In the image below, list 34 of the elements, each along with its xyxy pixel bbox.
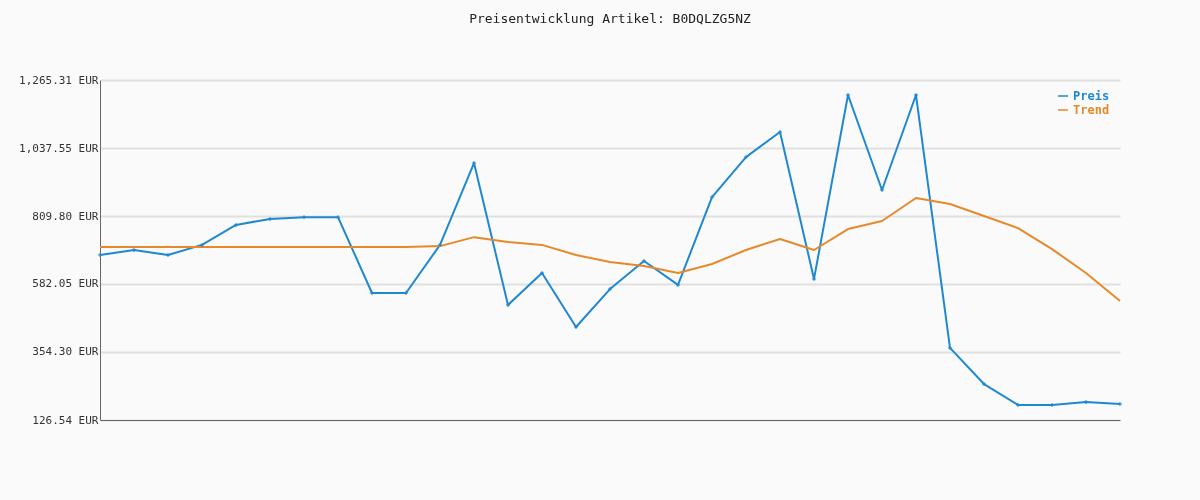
point	[1117, 401, 1123, 407]
point	[981, 381, 987, 387]
point	[607, 286, 613, 292]
point	[267, 216, 273, 222]
point	[301, 214, 307, 220]
point	[947, 345, 953, 351]
legend-label: Preis	[1073, 89, 1110, 103]
point	[1015, 402, 1021, 408]
y-tick-label: 1,037.55 EUR	[19, 141, 99, 155]
point	[743, 154, 749, 160]
point	[199, 242, 205, 248]
line-series	[99, 197, 1121, 303]
point	[131, 247, 137, 253]
y-tick-label: 582.05 EUR	[32, 277, 99, 291]
point	[675, 282, 681, 288]
point	[1083, 399, 1089, 405]
point	[641, 258, 647, 264]
chart-title: Preisentwicklung Artikel: B0DQLZG5NZ	[469, 11, 752, 26]
point	[777, 129, 783, 135]
point	[335, 214, 341, 220]
point	[709, 194, 715, 200]
point	[539, 270, 545, 276]
point	[437, 242, 443, 248]
point	[97, 252, 103, 258]
y-tick-label: 809.80 EUR	[32, 209, 99, 223]
point	[233, 222, 239, 228]
legend-label: Trend	[1073, 103, 1110, 117]
point	[403, 290, 409, 296]
point	[165, 252, 171, 258]
point	[369, 290, 375, 296]
y-tick-label: 354.30 EUR	[32, 345, 99, 359]
y-tick-label: 1,265.31 EUR	[19, 73, 99, 87]
y-tick-label: 126.54 EUR	[32, 413, 99, 427]
point	[1049, 402, 1055, 408]
